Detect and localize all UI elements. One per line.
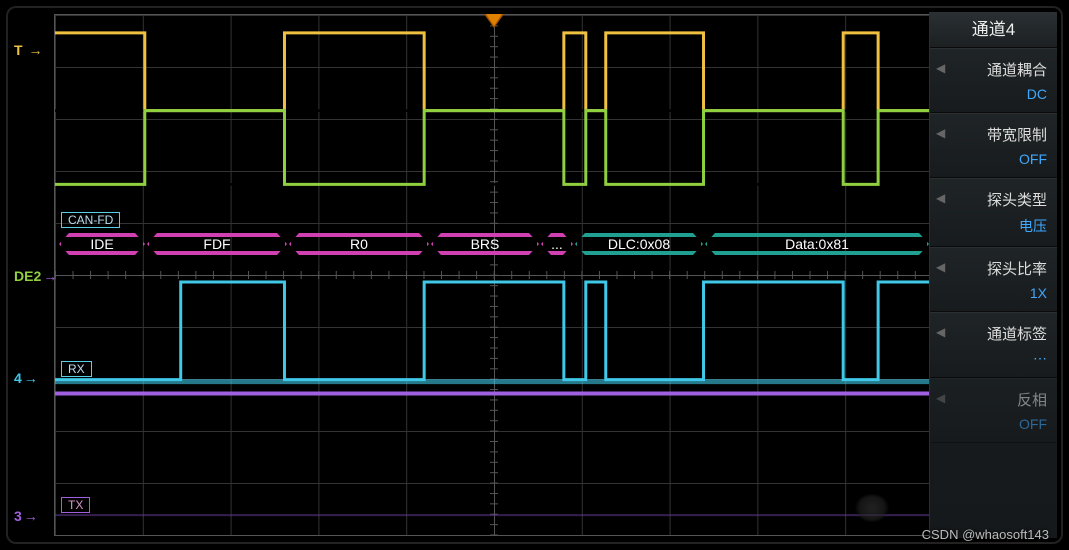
canfd-tag: CAN-FD (61, 212, 120, 228)
panel-item-0[interactable]: ◀ 通道耦合 DC (930, 48, 1057, 113)
arrow-right-icon: → (24, 370, 38, 386)
chevron-left-icon: ◀ (936, 126, 945, 140)
panel-item-key: 通道标签 (950, 323, 1047, 344)
panel-item-key: 反相 (950, 389, 1047, 410)
panel-item-value: 1X (950, 285, 1047, 301)
chevron-left-icon: ◀ (936, 191, 945, 205)
chevron-left-icon: ◀ (936, 260, 945, 274)
chevron-left-icon: ◀ (936, 325, 945, 339)
decode-row: IDE FDF R0 BRS... DLC:0x08 Data:0x81 (55, 233, 933, 255)
decode-segment-label: IDE (90, 236, 113, 252)
tx-tag: TX (61, 497, 90, 513)
panel-item-1[interactable]: ◀ 带宽限制 OFF (930, 113, 1057, 178)
oscilloscope-frame: T → DE2→ 4→ 3→ CAN-FD RX TX IDEFDFR0BRS.… (6, 6, 1063, 544)
panel-item-key: 探头类型 (950, 189, 1047, 210)
panel-item-5[interactable]: ◀ 反相 OFF (930, 378, 1057, 443)
ch4-label: 4→ (14, 370, 38, 386)
decode-segment-label: R0 (350, 236, 368, 252)
decode-segment-label: DLC:0x08 (608, 236, 670, 252)
panel-title: 通道4 (930, 12, 1057, 48)
decode-label: DE2→ (14, 268, 57, 284)
decode-segment: IDE (59, 233, 145, 255)
panel-item-value: OFF (950, 416, 1047, 432)
panel-item-value: OFF (950, 151, 1047, 167)
ch3-label-text: 3 (14, 508, 22, 524)
panel-item-key: 通道耦合 (950, 59, 1047, 80)
chevron-left-icon: ◀ (936, 61, 945, 75)
chevron-left-icon: ◀ (936, 391, 945, 405)
decode-segment: DLC:0x08 (575, 233, 703, 255)
decode-segment: R0 (289, 233, 429, 255)
panel-item-value: ⋯ (950, 350, 1047, 367)
trigger-label-text: T (14, 42, 23, 58)
rx-tag: RX (61, 361, 92, 377)
arrow-right-icon: → (28, 42, 42, 58)
scope-display[interactable]: CAN-FD RX TX IDE FDF R0 BRS... DLC:0x08 Data:… (54, 14, 934, 536)
waveform-canvas (55, 15, 933, 535)
ch3-label: 3→ (14, 508, 38, 524)
panel-item-4[interactable]: ◀ 通道标签 ⋯ (930, 312, 1057, 378)
arrow-right-icon: → (24, 508, 38, 524)
channel-gutter: T → DE2→ 4→ 3→ (14, 14, 52, 536)
panel-item-2[interactable]: ◀ 探头类型电压 (930, 178, 1057, 247)
channel-settings-panel: 通道4 ◀通道耦合DC◀带宽限制OFF◀探头类型电压◀探头比率1X◀通道标签⋯◀… (929, 12, 1057, 538)
decode-segment-label: Data:0x81 (785, 236, 849, 252)
panel-item-key: 探头比率 (950, 258, 1047, 279)
decode-segment: Data:0x81 (705, 233, 929, 255)
decode-label-text: DE2 (14, 268, 41, 284)
panel-item-key: 带宽限制 (950, 124, 1047, 145)
decode-segment-label: BRS (471, 236, 500, 252)
panel-item-value: DC (950, 86, 1047, 102)
decode-segment-label: ... (551, 236, 563, 252)
decode-segment-label: FDF (203, 236, 230, 252)
watermark: CSDN @whaosoft143 (922, 527, 1049, 542)
decode-segment: ... (541, 233, 573, 255)
decode-segment: BRS (431, 233, 539, 255)
panel-item-value: 电压 (950, 216, 1047, 236)
panel-item-3[interactable]: ◀ 探头比率 1X (930, 247, 1057, 312)
trigger-label: T → (14, 42, 42, 58)
knob-shadow-icon (855, 495, 889, 521)
decode-segment: FDF (147, 233, 287, 255)
ch4-label-text: 4 (14, 370, 22, 386)
